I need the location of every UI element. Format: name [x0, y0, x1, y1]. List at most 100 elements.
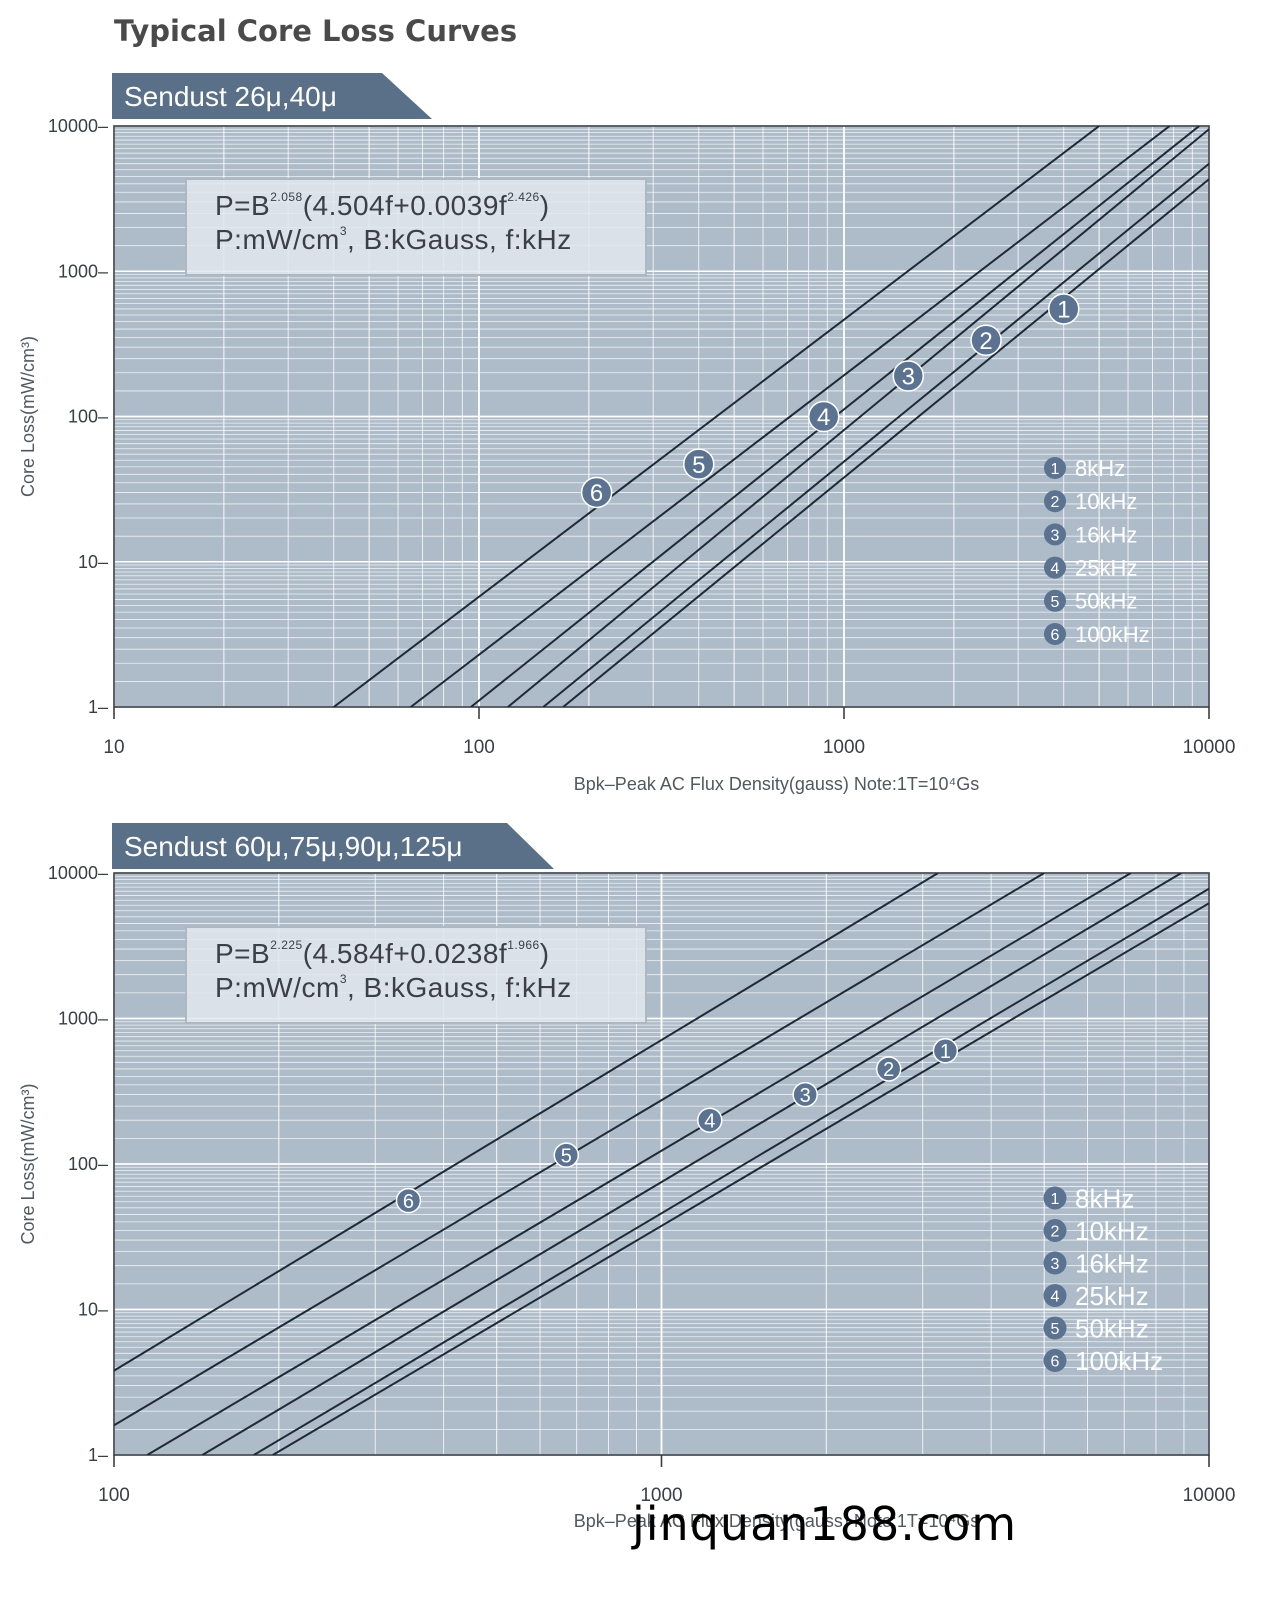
y-tick-label: 100–	[68, 407, 108, 427]
legend-badge-5	[1044, 589, 1066, 612]
units-prefix: P:mW/cm	[215, 224, 340, 255]
series-marker-label: 1	[940, 1041, 951, 1063]
formula-units: P:mW/cm3, B:kGauss, f:kHz	[215, 224, 645, 258]
formula-suffix: )	[539, 938, 550, 969]
y-tick-label: 10–	[78, 552, 108, 572]
formula-middle: (4.504f+0.0039f	[302, 190, 508, 221]
series-marker-1	[932, 1038, 959, 1064]
series-marker-label: 5	[561, 1145, 572, 1167]
units-sup: 3	[339, 223, 347, 238]
legend-label: 10kHz	[1075, 1216, 1149, 1246]
y-axis-label: Core Loss(mW/cm³)	[18, 336, 38, 497]
legend-label: 50kHz	[1075, 1313, 1149, 1343]
chart-1: 1– 10– 100– 1000– 10000– 10 100 1000 10000 Bpk–Pe…	[18, 116, 1236, 794]
formula-exponent-f: 1.966	[507, 937, 540, 952]
x-axis-label: Bpk–Peak AC Flux Density(gauss) Note:1T=…	[574, 1511, 979, 1531]
series-line-10kHz	[542, 162, 1209, 707]
legend-badge-number: 6	[1051, 1354, 1060, 1371]
series-marker-5	[553, 1142, 580, 1168]
legend-badge-number: 1	[1051, 461, 1060, 478]
legend-badge-2	[1044, 490, 1066, 513]
series-line-100kHz	[114, 873, 939, 1372]
series-marker-1	[1048, 293, 1080, 325]
legend-badge-3	[1044, 523, 1066, 546]
series-line-100kHz	[333, 126, 1100, 707]
legend-badge-number: 4	[1051, 561, 1060, 578]
formula-middle: (4.584f+0.0238f	[302, 938, 508, 969]
series-marker-4	[807, 400, 840, 433]
curves	[333, 126, 1209, 707]
units-sup: 3	[339, 971, 347, 986]
watermark: jinquan188.com	[632, 1497, 1018, 1551]
chart-2-formula-box: P=B2.225(4.584f+0.0238f1.966) P:mW/cm3, …	[185, 926, 647, 1024]
series-marker-label: 3	[902, 364, 915, 391]
series-line-8kHz	[272, 902, 1209, 1455]
x-tick-label: 10000	[1183, 737, 1236, 758]
legend-badge-4	[1044, 556, 1066, 579]
series-marker-5	[683, 448, 715, 480]
series-marker-label: 4	[704, 1110, 715, 1132]
series-marker-label: 2	[979, 328, 992, 355]
y-tick-label: 10000–	[48, 116, 108, 136]
series-marker-label: 1	[1057, 297, 1070, 324]
series-marker-2	[970, 324, 1002, 356]
legend-badge-number: 4	[1051, 1289, 1060, 1306]
legend-badge-number: 5	[1051, 594, 1060, 611]
x-tick-label: 10	[103, 737, 124, 758]
legend-badge-3	[1043, 1251, 1067, 1275]
y-tick-label: 10–	[78, 1300, 108, 1320]
legend-badge-2	[1043, 1219, 1067, 1242]
formula-prefix: P=B	[215, 190, 271, 221]
legend-badge-number: 6	[1051, 627, 1060, 644]
x-tick-label: 100	[463, 737, 495, 758]
y-tick-label: 1–	[88, 697, 108, 717]
legend-badge-1	[1043, 1186, 1067, 1210]
series-marker-label: 4	[817, 404, 830, 431]
formula-suffix: )	[539, 190, 550, 221]
legend-badge-6	[1043, 1349, 1067, 1372]
banner-shape	[112, 823, 554, 869]
legend-label: 50kHz	[1075, 589, 1137, 614]
chart-1-formula-box: P=B2.058(4.504f+0.0039f2.426) P:mW/cm3, …	[185, 178, 647, 276]
y-tick-label: 1–	[88, 1445, 108, 1465]
series-marker-label: 3	[800, 1085, 811, 1107]
chart-1-title: Sendust 26μ,40μ	[124, 81, 337, 112]
x-tick-label: 100	[98, 1485, 130, 1506]
series-line-50kHz	[114, 873, 1045, 1427]
series-line-8kHz	[562, 178, 1209, 707]
curves	[114, 873, 1209, 1455]
chart-2-title: Sendust 60μ,75μ,90μ,125μ	[124, 831, 463, 862]
series-marker-3	[892, 360, 925, 392]
banner-shape	[112, 73, 432, 119]
formula-units: P:mW/cm3, B:kGauss, f:kHz	[215, 972, 645, 1006]
y-tick-label: 100–	[68, 1154, 108, 1174]
legend-badge-number: 1	[1051, 1191, 1060, 1208]
series-marker-label: 6	[403, 1191, 414, 1213]
series-line-10kHz	[253, 887, 1209, 1455]
legend-badge-6	[1044, 623, 1066, 645]
y-tick-label: 1000–	[58, 261, 108, 281]
legend-badge-4	[1043, 1284, 1067, 1307]
y-tick-label: 10000–	[48, 863, 108, 883]
series-marker-label: 5	[692, 452, 705, 479]
x-tick-label: 10000	[1183, 1485, 1236, 1506]
formula-prefix: P=B	[215, 938, 271, 969]
series-marker-6	[395, 1187, 422, 1214]
legend-label: 8kHz	[1075, 1183, 1134, 1213]
y-tick-label: 1000–	[58, 1009, 108, 1029]
series-marker-label: 6	[590, 480, 603, 507]
y-axis-label: Core Loss(mW/cm³)	[18, 1084, 38, 1245]
legend-label: 16kHz	[1075, 522, 1137, 547]
formula-exponent-b: 2.058	[270, 189, 303, 204]
units-suffix: , B:kGauss, f:kHz	[347, 224, 572, 255]
units-prefix: P:mW/cm	[215, 972, 340, 1003]
formula-equation: P=B2.058(4.504f+0.0039f2.426)	[215, 190, 645, 224]
legend-label: 25kHz	[1075, 556, 1137, 581]
legend-label: 25kHz	[1075, 1281, 1149, 1311]
chart-2-banner: Sendust 60μ,75μ,90μ,125μ	[112, 823, 562, 869]
legend-badge-number: 3	[1051, 1256, 1060, 1273]
x-tick-label: 1000	[823, 737, 865, 758]
legend-badge-1	[1044, 457, 1066, 479]
legend-label: 100kHz	[1075, 622, 1150, 647]
units-suffix: , B:kGauss, f:kHz	[347, 972, 572, 1003]
